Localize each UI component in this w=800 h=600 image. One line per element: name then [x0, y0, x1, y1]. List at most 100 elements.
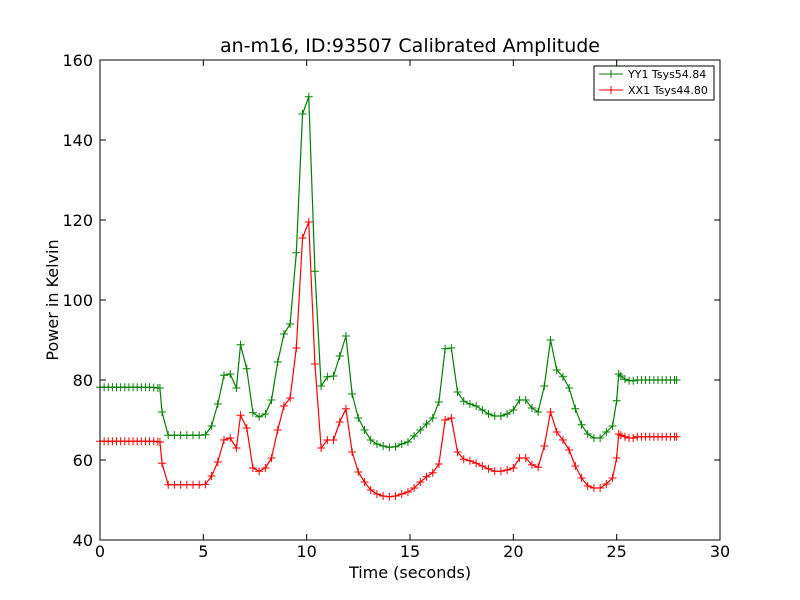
data-point-xx1 [441, 416, 450, 424]
data-point-yy1 [273, 358, 282, 366]
data-point-yy1 [552, 366, 561, 374]
data-point-xx1 [213, 458, 222, 466]
data-point-yy1 [583, 430, 592, 438]
data-point-xx1 [317, 444, 326, 452]
data-point-xx1 [478, 462, 487, 470]
data-point-yy1 [255, 412, 264, 421]
data-point-yy1 [286, 320, 295, 328]
y-tick-label: 160 [62, 51, 93, 70]
data-point-yy1 [366, 436, 375, 444]
data-point-yy1 [310, 267, 319, 276]
data-point-xx1 [465, 456, 474, 465]
data-point-xx1 [220, 436, 228, 444]
data-point-xx1 [422, 472, 431, 481]
data-point-yy1 [207, 422, 216, 430]
data-point-xx1 [379, 492, 388, 500]
data-point-yy1 [267, 396, 276, 404]
data-point-xx1 [403, 488, 412, 496]
data-point-xx1 [354, 468, 363, 476]
data-point-xx1 [434, 460, 443, 468]
data-point-yy1 [608, 422, 617, 430]
data-point-yy1 [616, 372, 625, 380]
data-point-yy1 [261, 410, 270, 418]
x-tick-label: 0 [95, 542, 105, 561]
data-point-xx1 [496, 467, 505, 476]
data-point-xx1 [503, 466, 512, 474]
data-point-xx1 [261, 464, 270, 472]
chart-title: an-m16, ID:93507 Calibrated Amplitude [220, 35, 600, 57]
data-point-yy1 [220, 371, 228, 380]
data-point-xx1 [397, 490, 406, 498]
data-point-xx1 [620, 432, 629, 441]
legend-label-xx1: XX1 Tsys44.80 [628, 84, 708, 97]
data-point-xx1 [410, 484, 419, 492]
legend-box [593, 65, 715, 101]
data-point-xx1 [341, 404, 350, 413]
data-point-xx1 [447, 414, 456, 422]
data-point-yy1 [158, 408, 166, 416]
data-point-xx1 [453, 448, 462, 456]
x-tick-label: 5 [198, 542, 208, 561]
data-point-xx1 [577, 474, 586, 482]
data-point-yy1 [672, 376, 681, 384]
data-point-xx1 [583, 482, 592, 490]
y-tick-label: 40 [73, 531, 93, 550]
data-point-yy1 [441, 344, 450, 353]
data-point-xx1 [521, 454, 530, 462]
data-point-yy1 [540, 382, 549, 390]
x-tick-label: 30 [710, 542, 730, 561]
series-yy1 [96, 92, 681, 452]
data-point-xx1 [348, 448, 357, 456]
data-point-yy1 [565, 384, 574, 392]
data-point-xx1 [335, 418, 344, 426]
data-point-xx1 [552, 428, 561, 436]
data-point-xx1 [629, 434, 638, 442]
y-tick-label: 100 [62, 291, 93, 310]
data-point-yy1 [629, 376, 638, 385]
data-point-yy1 [596, 434, 605, 442]
data-point-xx1 [286, 394, 295, 402]
data-point-xx1 [565, 446, 574, 454]
data-point-yy1 [422, 420, 431, 428]
data-point-xx1 [546, 408, 555, 416]
data-point-yy1 [304, 92, 313, 101]
data-point-yy1 [323, 372, 332, 381]
data-point-xx1 [602, 480, 611, 488]
data-point-xx1 [298, 234, 307, 242]
data-point-yy1 [546, 336, 555, 344]
data-point-xx1 [608, 474, 617, 482]
legend: YY1 Tsys54.84 XX1 Tsys44.80 [593, 65, 715, 101]
data-point-yy1 [341, 332, 350, 340]
data-point-yy1 [348, 390, 357, 398]
data-point-yy1 [571, 404, 580, 413]
data-point-yy1 [459, 397, 468, 406]
data-point-yy1 [391, 442, 400, 451]
data-point-xx1 [612, 454, 621, 462]
data-point-xx1 [329, 436, 338, 444]
data-point-xx1 [236, 411, 245, 420]
data-point-yy1 [521, 396, 530, 404]
data-point-yy1 [612, 396, 621, 405]
data-point-xx1 [201, 480, 210, 489]
data-point-yy1 [155, 384, 164, 392]
data-point-yy1 [354, 414, 363, 422]
data-point-xx1 [428, 468, 437, 477]
data-point-yy1 [472, 402, 481, 410]
y-tick-label: 60 [73, 451, 93, 470]
ticks-layer: 0 5 10 15 20 25 30 40 60 80 100 120 140 160 [62, 51, 730, 561]
data-point-yy1 [484, 410, 493, 418]
data-point-yy1 [614, 370, 623, 378]
data-point-xx1 [155, 438, 164, 446]
data-point-yy1 [558, 372, 567, 381]
y-tick-label: 80 [73, 371, 93, 390]
data-point-xx1 [472, 459, 481, 468]
data-point-yy1 [620, 375, 629, 384]
x-axis-label: Time (seconds) [348, 563, 471, 582]
data-point-xx1 [310, 360, 319, 368]
data-point-xx1 [304, 218, 313, 226]
data-point-xx1 [207, 472, 216, 480]
data-point-yy1 [602, 428, 611, 436]
data-point-xx1 [158, 459, 166, 468]
data-point-xx1 [292, 344, 301, 352]
data-point-yy1 [298, 110, 307, 118]
